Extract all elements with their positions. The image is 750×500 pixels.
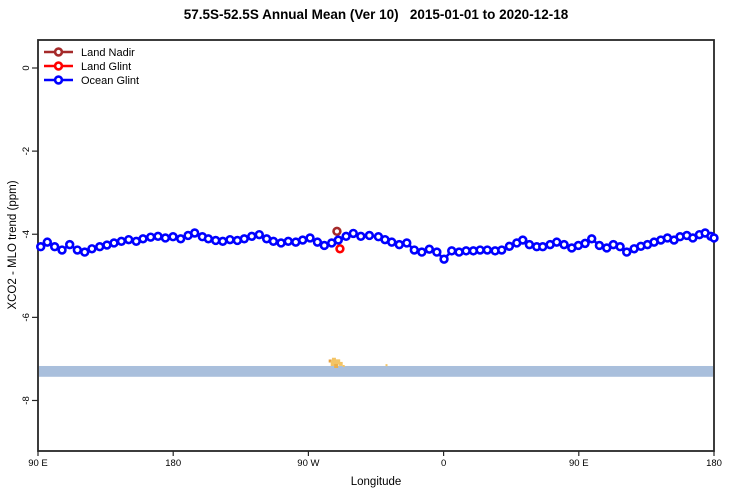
ocean-glint-point: [160, 233, 171, 243]
ocean-glint-point: [559, 239, 569, 250]
ocean-glint-point: [439, 254, 449, 264]
ocean-glint-point: [247, 231, 257, 242]
ocean-glint-point: [538, 242, 548, 252]
y-tick-label: -4: [21, 230, 32, 238]
ocean-glint-point: [319, 240, 330, 251]
ocean-glint-point: [153, 231, 163, 242]
ocean-glint-point: [95, 242, 105, 252]
ocean-glint-point: [268, 236, 279, 247]
ocean-glint-point: [348, 228, 359, 239]
qc-band: [39, 365, 713, 377]
ocean-glint-point: [64, 239, 75, 250]
legend-item-label: Land Glint: [81, 61, 131, 73]
ocean-glint-point: [333, 235, 343, 245]
chart-title: 57.5S-52.5S Annual Mean (Ver 10) 2015-01…: [183, 7, 569, 22]
ocean-glint-point: [72, 245, 83, 255]
legend-symbol-point-land-glint: [53, 61, 64, 71]
ocean-glint-point: [36, 242, 46, 252]
ocean-glint-point: [497, 245, 507, 255]
ocean-glint-point: [80, 247, 90, 257]
ocean-glint-point: [394, 239, 404, 250]
x-tick-label: 90 E: [569, 458, 589, 469]
ocean-glint-point: [552, 237, 562, 247]
ocean-glint-point: [356, 231, 366, 242]
ocean-glint-point: [168, 232, 178, 242]
y-tick-label: 0: [21, 65, 32, 70]
ocean-glint-point: [276, 238, 286, 248]
ocean-glint-point: [49, 242, 60, 252]
legend-item-label: Ocean Glint: [81, 75, 139, 87]
x-tick-label: 90 W: [297, 458, 319, 469]
ocean-glint-point: [283, 236, 293, 247]
flagged-pixel: [342, 364, 345, 367]
ocean-glint-point: [225, 234, 235, 245]
y-tick-label: -2: [21, 147, 32, 155]
x-tick-label: 90 E: [28, 458, 48, 469]
flagged-pixel: [331, 357, 336, 362]
ocean-glint-point: [87, 244, 97, 254]
flagged-pixel: [334, 363, 339, 368]
ocean-glint-point: [417, 247, 427, 257]
ocean-glint-point: [211, 235, 221, 246]
ocean-glint-point: [218, 236, 228, 247]
ocean-glint-point: [176, 234, 186, 244]
y-tick-label: -6: [21, 313, 32, 321]
ocean-glint-point: [594, 240, 605, 251]
ocean-glint-point: [409, 245, 420, 255]
ocean-glint-point: [402, 238, 412, 248]
x-tick-label: 180: [706, 458, 722, 469]
legend-symbol-point-land-nadir: [53, 47, 64, 57]
ocean-glint-point: [524, 239, 535, 250]
ocean-glint-point: [580, 238, 590, 249]
ocean-glint-point: [203, 234, 214, 244]
ocean-glint-point: [145, 232, 156, 242]
y-tick-label: -8: [21, 396, 32, 404]
ocean-glint-point: [615, 242, 625, 252]
ocean-glint-point: [709, 233, 719, 243]
ocean-glint-point: [189, 228, 200, 238]
land-glint-point: [335, 244, 345, 254]
ocean-glint-point: [57, 245, 67, 255]
ocean-glint-point: [461, 246, 471, 256]
ocean-glint-point: [432, 247, 442, 257]
ocean-glint-point: [622, 247, 632, 257]
x-axis-label: Longitude: [350, 476, 402, 488]
ocean-glint-point: [138, 234, 148, 244]
ocean-glint-point: [312, 237, 323, 247]
ocean-glint-point: [504, 241, 515, 251]
flagged-pixel: [338, 361, 343, 366]
ocean-glint-point: [475, 245, 485, 255]
land-nadir-point: [332, 226, 342, 237]
ocean-glint-point: [587, 234, 597, 244]
ocean-glint-point: [116, 236, 127, 247]
flagged-pixel: [385, 364, 388, 367]
ocean-glint-point: [297, 235, 308, 245]
legend-symbol-point-ocean-glint: [53, 75, 64, 85]
ocean-glint-point: [109, 238, 119, 248]
ocean-glint-point: [124, 234, 134, 245]
flagged-pixel: [335, 359, 341, 365]
ocean-glint-point: [482, 245, 493, 255]
x-tick-label: 180: [165, 458, 181, 469]
x-tick-label: 0: [441, 458, 446, 469]
ocean-glint-point: [518, 235, 528, 245]
flagged-pixel: [330, 360, 336, 366]
flagged-pixel: [328, 359, 332, 363]
ocean-glint-point: [341, 231, 351, 242]
ocean-glint-point: [305, 233, 315, 243]
ocean-glint-point: [364, 230, 375, 241]
legend-item-label: Land Nadir: [81, 47, 135, 59]
ocean-glint-point: [454, 247, 464, 257]
ocean-glint-point: [387, 237, 397, 247]
ocean-glint-point: [239, 234, 249, 244]
ocean-glint-point: [447, 246, 457, 256]
ocean-glint-point: [424, 244, 435, 254]
ocean-glint-point: [42, 237, 53, 247]
ocean-glint-point: [254, 229, 264, 240]
